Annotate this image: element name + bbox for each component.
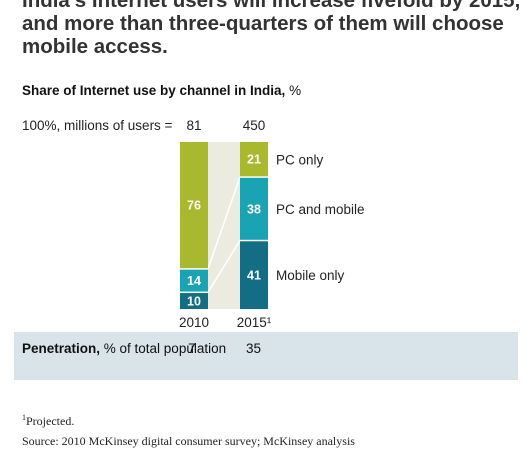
series-label-pc-only: PC only	[276, 153, 324, 168]
headline: India’s Internet users will increase fiv…	[22, 0, 521, 58]
category-label-2015: 2015¹	[237, 315, 272, 330]
subtitle-unit: %	[285, 83, 302, 98]
footnote-mark: 1	[22, 413, 26, 422]
total-label-2015: 450	[243, 118, 266, 133]
penetration-band	[14, 332, 518, 380]
footnote: 1Projected.	[22, 413, 74, 429]
penetration-value-2015: 35	[246, 341, 262, 356]
penetration-label: Penetration, % of total population	[22, 341, 226, 357]
bar-segment-2015-mobile-only	[240, 241, 268, 309]
subtitle-bold: Share of Internet use by channel in Indi…	[22, 83, 286, 98]
data-label-2010-pc-and-mobile: 14	[187, 274, 201, 288]
connector-line-pc-and-mobile	[207, 176, 241, 270]
bar-segment-2010-pc-and-mobile	[180, 269, 208, 292]
data-label-2015-pc-and-mobile: 38	[247, 202, 261, 216]
penetration-value-2010: 7	[188, 341, 196, 356]
penetration-label-bold: Penetration,	[22, 341, 101, 356]
connector-band	[208, 142, 240, 309]
data-label-2010-mobile-only: 10	[187, 295, 201, 309]
penetration-label-rest: % of total population	[100, 341, 227, 356]
total-label-2010: 81	[186, 118, 201, 133]
footnote-text: Projected.	[26, 414, 75, 428]
connector-line-mobile-only	[207, 240, 241, 293]
series-label-pc-and-mobile: PC and mobile	[276, 202, 365, 217]
bar-segment-2010-mobile-only	[180, 293, 208, 309]
data-label-2015-mobile-only: 41	[247, 269, 261, 283]
bar-segment-2015-pc-only	[240, 142, 268, 177]
data-label-2015-pc-only: 21	[247, 153, 261, 167]
data-label-2010-pc-only: 76	[187, 199, 201, 213]
chart-subtitle: Share of Internet use by channel in Indi…	[22, 83, 301, 98]
series-label-mobile-only: Mobile only	[276, 268, 345, 283]
bar-segment-2015-pc-and-mobile	[240, 177, 268, 240]
category-label-2010: 2010	[179, 315, 209, 330]
header-label: 100%, millions of users =	[22, 118, 173, 133]
bar-segment-2010-pc-only	[180, 142, 208, 269]
